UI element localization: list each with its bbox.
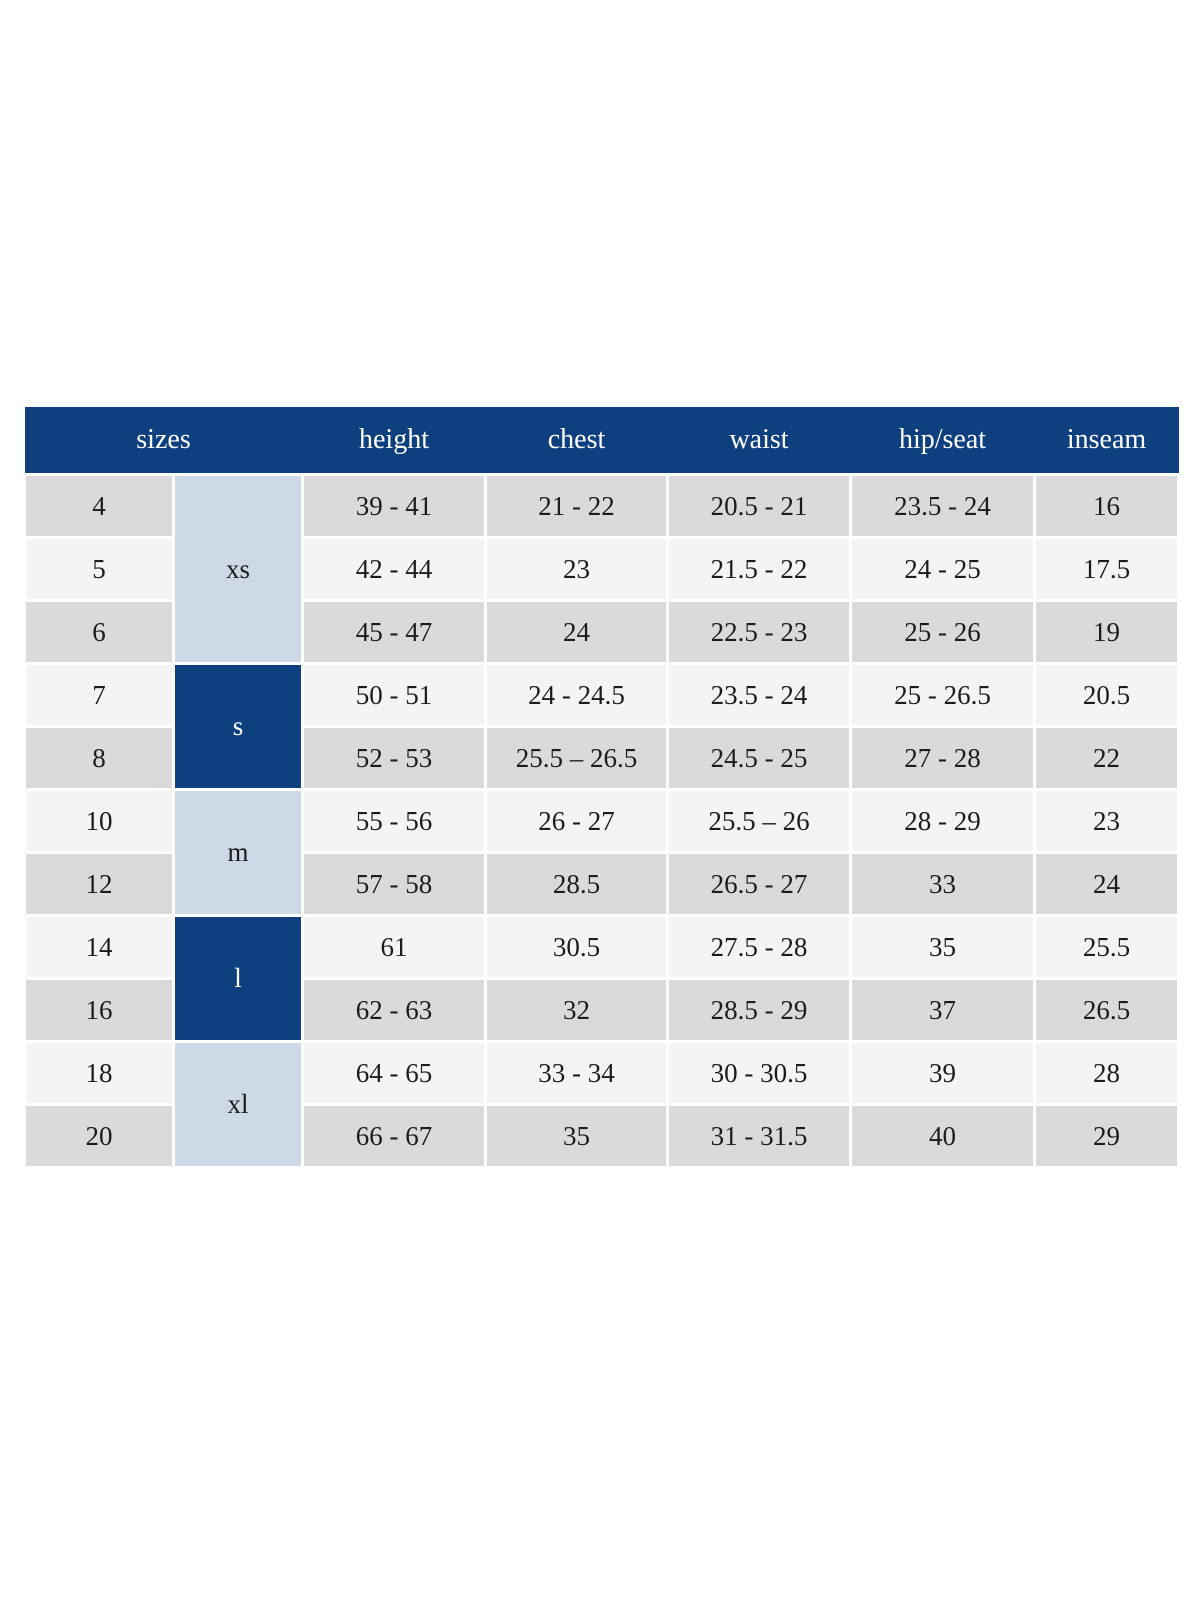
cell-size-number: 6 xyxy=(23,599,175,665)
cell-height: 57 - 58 xyxy=(301,851,487,917)
cell-waist: 26.5 - 27 xyxy=(666,851,852,917)
cell-chest: 28.5 xyxy=(484,851,669,917)
cell-size-group-s: s xyxy=(172,662,304,791)
cell-height: 45 - 47 xyxy=(301,599,487,665)
cell-height: 42 - 44 xyxy=(301,536,487,602)
cell-height: 52 - 53 xyxy=(301,725,487,791)
cell-inseam: 23 xyxy=(1033,788,1180,854)
cell-hip-seat: 27 - 28 xyxy=(849,725,1036,791)
cell-chest: 24 xyxy=(484,599,669,665)
cell-inseam: 26.5 xyxy=(1033,977,1180,1043)
col-header-chest: chest xyxy=(485,407,668,475)
cell-hip-seat: 40 xyxy=(849,1103,1036,1169)
cell-inseam: 17.5 xyxy=(1033,536,1180,602)
cell-height: 39 - 41 xyxy=(301,473,487,539)
cell-height: 64 - 65 xyxy=(301,1040,487,1106)
cell-chest: 35 xyxy=(484,1103,669,1169)
cell-chest: 23 xyxy=(484,536,669,602)
cell-height: 66 - 67 xyxy=(301,1103,487,1169)
cell-waist: 24.5 - 25 xyxy=(666,725,852,791)
cell-waist: 22.5 - 23 xyxy=(666,599,852,665)
col-header-waist: waist xyxy=(667,407,851,475)
cell-height: 61 xyxy=(301,914,487,980)
header-row: sizes height chest waist hip/seat inseam xyxy=(24,407,1179,475)
cell-size-number: 10 xyxy=(23,788,175,854)
cell-inseam: 20.5 xyxy=(1033,662,1180,728)
cell-waist: 21.5 - 22 xyxy=(666,536,852,602)
cell-chest: 30.5 xyxy=(484,914,669,980)
table-row: 10 m 55 - 56 26 - 27 25.5 – 26 28 - 29 23 xyxy=(23,788,1180,917)
cell-inseam: 29 xyxy=(1033,1103,1180,1169)
cell-size-group-xs: xs xyxy=(172,473,304,665)
cell-size-number: 14 xyxy=(23,914,175,980)
size-chart-table: sizes height chest waist hip/seat inseam… xyxy=(23,407,1180,1169)
table-row: 6 45 - 47 24 22.5 - 23 25 - 26 19 xyxy=(23,599,1180,665)
cell-waist: 27.5 - 28 xyxy=(666,914,852,980)
cell-size-group-l: l xyxy=(172,914,304,1043)
cell-waist: 30 - 30.5 xyxy=(666,1040,852,1106)
table-row: 5 42 - 44 23 21.5 - 22 24 - 25 17.5 xyxy=(23,536,1180,602)
cell-waist: 20.5 - 21 xyxy=(666,473,852,539)
cell-size-group-xl: xl xyxy=(172,1040,304,1169)
cell-inseam: 16 xyxy=(1033,473,1180,539)
cell-hip-seat: 39 xyxy=(849,1040,1036,1106)
cell-hip-seat: 25 - 26 xyxy=(849,599,1036,665)
cell-size-number: 5 xyxy=(23,536,175,602)
cell-size-number: 4 xyxy=(23,473,175,539)
cell-size-group-m: m xyxy=(172,788,304,917)
cell-height: 55 - 56 xyxy=(301,788,487,854)
cell-hip-seat: 24 - 25 xyxy=(849,536,1036,602)
cell-chest: 21 - 22 xyxy=(484,473,669,539)
cell-inseam: 28 xyxy=(1033,1040,1180,1106)
cell-size-number: 8 xyxy=(23,725,175,791)
cell-chest: 25.5 – 26.5 xyxy=(484,725,669,791)
cell-chest: 33 - 34 xyxy=(484,1040,669,1106)
cell-chest: 32 xyxy=(484,977,669,1043)
cell-chest: 24 - 24.5 xyxy=(484,662,669,728)
cell-chest: 26 - 27 xyxy=(484,788,669,854)
cell-hip-seat: 23.5 - 24 xyxy=(849,473,1036,539)
cell-size-number: 16 xyxy=(23,977,175,1043)
cell-waist: 23.5 - 24 xyxy=(666,662,852,728)
col-header-hip-seat: hip/seat xyxy=(850,407,1035,475)
cell-waist: 31 - 31.5 xyxy=(666,1103,852,1169)
cell-size-number: 7 xyxy=(23,662,175,728)
cell-waist: 25.5 – 26 xyxy=(666,788,852,854)
cell-inseam: 22 xyxy=(1033,725,1180,791)
table-row: 12 57 - 58 28.5 26.5 - 27 33 24 xyxy=(23,851,1180,917)
table-row: 18 xl 64 - 65 33 - 34 30 - 30.5 39 28 xyxy=(23,1040,1180,1169)
table-row: 14 l 61 30.5 27.5 - 28 35 25.5 xyxy=(23,914,1180,1043)
cell-inseam: 24 xyxy=(1033,851,1180,917)
table-row: 7 s 50 - 51 24 - 24.5 23.5 - 24 25 - 26.5 20.5 xyxy=(23,662,1180,791)
cell-size-number: 18 xyxy=(23,1040,175,1106)
size-chart-body: 4 xs 39 - 41 21 - 22 20.5 - 21 23.5 - 24 16 5 42… xyxy=(23,473,1180,1169)
cell-height: 50 - 51 xyxy=(301,662,487,728)
cell-waist: 28.5 - 29 xyxy=(666,977,852,1043)
table-row: 16 62 - 63 32 28.5 - 29 37 26.5 xyxy=(23,977,1180,1043)
cell-hip-seat: 33 xyxy=(849,851,1036,917)
cell-hip-seat: 28 - 29 xyxy=(849,788,1036,854)
col-header-height: height xyxy=(302,407,486,475)
cell-inseam: 25.5 xyxy=(1033,914,1180,980)
table-row: 8 52 - 53 25.5 – 26.5 24.5 - 25 27 - 28 22 xyxy=(23,725,1180,791)
cell-hip-seat: 25 - 26.5 xyxy=(849,662,1036,728)
col-header-inseam: inseam xyxy=(1034,407,1179,475)
cell-size-number: 12 xyxy=(23,851,175,917)
table-row: 4 xs 39 - 41 21 - 22 20.5 - 21 23.5 - 24 16 xyxy=(23,473,1180,665)
size-chart-container: sizes height chest waist hip/seat inseam… xyxy=(23,407,1180,1169)
table-row: 20 66 - 67 35 31 - 31.5 40 29 xyxy=(23,1103,1180,1169)
col-header-sizes: sizes xyxy=(24,407,303,475)
cell-hip-seat: 35 xyxy=(849,914,1036,980)
cell-height: 62 - 63 xyxy=(301,977,487,1043)
cell-size-number: 20 xyxy=(23,1103,175,1169)
cell-hip-seat: 37 xyxy=(849,977,1036,1043)
cell-inseam: 19 xyxy=(1033,599,1180,665)
